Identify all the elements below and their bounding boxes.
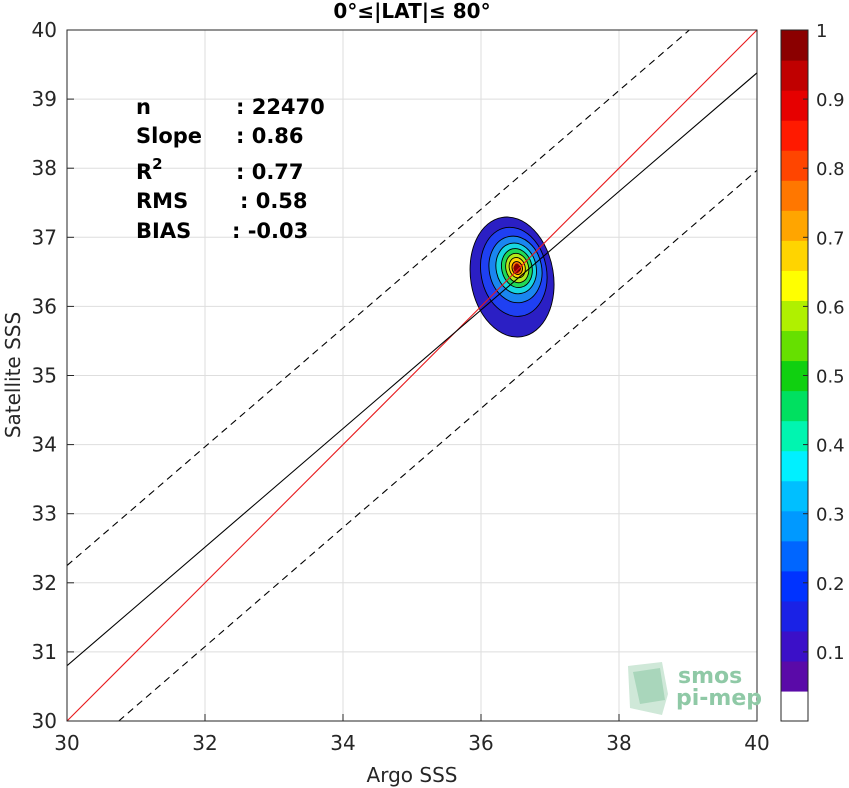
dashed-lower-line <box>118 169 757 721</box>
colorbar-segment <box>781 660 808 692</box>
logo-text-pimep: pi-mep <box>676 686 762 711</box>
regression-line <box>67 72 757 667</box>
colorbar-segment <box>781 90 808 121</box>
stat-r2-label-base: R <box>136 160 152 184</box>
colorbar-segment <box>781 390 808 422</box>
density-peak <box>513 263 520 274</box>
x-tick-label: 30 <box>54 731 79 755</box>
identity-line <box>67 30 757 721</box>
grid <box>67 30 757 721</box>
x-axis: 30 32 34 36 38 40 <box>54 714 770 755</box>
logo-emblem-inner <box>633 668 665 704</box>
colorbar-ticks: 0.1 0.2 0.3 0.4 0.5 0.6 0.7 0.8 0.9 1 <box>803 21 845 664</box>
x-tick-label: 34 <box>330 731 355 755</box>
colorbar-segment <box>781 690 808 722</box>
y-tick-label: 33 <box>32 502 57 526</box>
y-tick-label: 38 <box>32 156 57 180</box>
colorbar-segment <box>781 210 808 241</box>
y-tick-label: 36 <box>32 294 57 318</box>
y-axis-label: Satellite SSS <box>1 312 25 438</box>
x-tick-label: 36 <box>468 731 493 755</box>
reference-lines <box>67 30 757 721</box>
x-tick-label: 40 <box>744 731 769 755</box>
colorbar-segment <box>781 30 808 61</box>
y-tick-label: 31 <box>32 640 57 664</box>
colorbar-tick-label: 0.7 <box>816 228 845 249</box>
colorbar-segment <box>781 510 808 542</box>
colorbar-tick-label: 0.9 <box>816 90 845 111</box>
colorbar-tick-label: 0.8 <box>816 159 845 180</box>
stat-rms-label: RMS <box>136 189 188 213</box>
y-axis: 30 31 32 33 34 35 36 37 38 39 40 <box>32 18 74 733</box>
y-tick-label: 37 <box>32 225 57 249</box>
stat-slope-label: Slope <box>136 124 202 148</box>
x-tick-label: 38 <box>606 731 631 755</box>
colorbar-tick-label: 0.4 <box>816 436 845 457</box>
colorbar-segment <box>781 60 808 91</box>
colorbar-segment <box>781 570 808 602</box>
colorbar-tick-label: 0.1 <box>816 643 845 664</box>
colorbar-tick-label: 0.6 <box>816 297 845 318</box>
stat-slope-value: : 0.86 <box>236 124 304 148</box>
colorbar-tick-label: 0.5 <box>816 367 845 388</box>
y-tick-label: 30 <box>32 709 57 733</box>
colorbar-segment <box>781 330 808 362</box>
colorbar-segment <box>781 420 808 452</box>
stat-r2-label: R2 <box>136 155 163 184</box>
x-axis-label: Argo SSS <box>367 763 458 787</box>
colorbar-segment <box>781 150 808 181</box>
logo-text-smos: smos <box>678 664 742 689</box>
stat-n-label: n <box>136 95 151 119</box>
stat-rms-value: : 0.58 <box>240 189 308 213</box>
colorbar-segment <box>781 120 808 151</box>
colorbar-tick-label: 1 <box>816 21 827 42</box>
y-tick-label: 34 <box>32 433 57 457</box>
stat-r2-value: : 0.77 <box>236 160 304 184</box>
chart-title: 0°≤|LAT|≤ 80° <box>333 0 490 23</box>
x-tick-label: 32 <box>192 731 217 755</box>
y-tick-label: 32 <box>32 571 57 595</box>
colorbar-segment <box>781 240 808 271</box>
stat-bias-value: : -0.03 <box>232 219 308 243</box>
stat-bias-label: BIAS <box>136 219 191 243</box>
colorbar-segment <box>781 270 808 301</box>
dashed-upper-line <box>67 30 690 566</box>
y-tick-label: 40 <box>32 18 57 42</box>
y-tick-label: 39 <box>32 87 57 111</box>
colorbar-segment <box>781 480 808 512</box>
colorbar-segment <box>781 540 808 572</box>
colorbar-segment <box>781 600 808 632</box>
colorbar-segment <box>781 300 808 332</box>
colorbar <box>781 30 808 722</box>
colorbar-segment <box>781 450 808 482</box>
colorbar-segment <box>781 630 808 662</box>
stat-n-value: : 22470 <box>236 95 325 119</box>
stats-box: n : 22470 Slope : 0.86 R2 : 0.77 RMS : 0… <box>136 95 325 243</box>
smos-pi-mep-logo: smos pi-mep <box>628 662 762 715</box>
colorbar-tick-label: 0.2 <box>816 574 845 595</box>
y-tick-label: 35 <box>32 364 57 388</box>
stat-r2-label-sup: 2 <box>152 155 162 173</box>
colorbar-tick-label: 0.3 <box>816 505 845 526</box>
colorbar-segment <box>781 180 808 211</box>
